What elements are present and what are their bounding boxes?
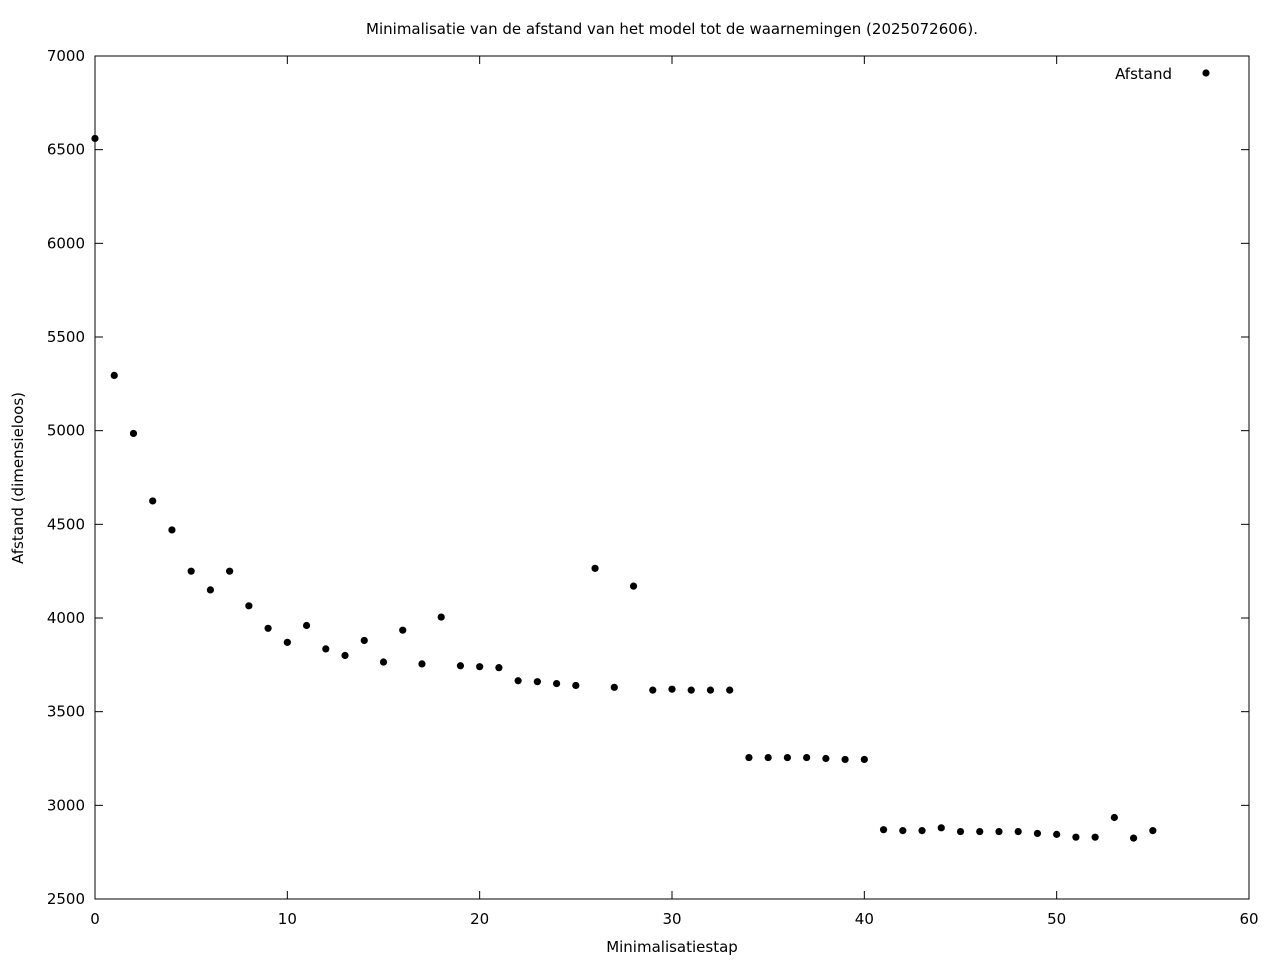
x-tick-label: 40 <box>855 910 874 928</box>
data-point <box>610 683 618 691</box>
data-point <box>822 754 830 763</box>
y-tick-label: 2500 <box>47 890 85 908</box>
data-point <box>976 827 984 836</box>
data-point <box>649 686 657 694</box>
data-point <box>1110 813 1118 822</box>
y-tick-label: 3000 <box>47 796 85 814</box>
data-point <box>91 134 99 143</box>
data-point <box>706 686 715 694</box>
data-point <box>937 824 945 832</box>
data-point <box>129 429 138 438</box>
data-point <box>514 677 522 685</box>
x-axis-ticks: 0 10 20 30 40 50 60 <box>90 56 1259 928</box>
plot-border <box>94 55 1250 900</box>
data-point <box>187 567 195 575</box>
x-axis-label: Minimalisatiestap <box>606 938 738 956</box>
data-point <box>226 567 234 575</box>
data-point <box>995 827 1003 836</box>
data-point <box>1149 827 1157 835</box>
data-point <box>341 651 349 660</box>
data-point <box>918 827 926 835</box>
data-point <box>879 826 888 834</box>
data-point <box>206 586 214 594</box>
data-point <box>264 624 272 632</box>
data-point <box>783 753 792 762</box>
legend: Afstand <box>1115 65 1210 83</box>
data-point <box>360 636 368 645</box>
data-point <box>110 371 118 380</box>
y-tick-label: 7000 <box>47 47 85 65</box>
data-point <box>726 686 734 694</box>
y-axis-label: Afstand (dimensieloos) <box>9 392 27 564</box>
data-point <box>1033 829 1042 838</box>
data-point <box>764 753 772 762</box>
chart-title: Minimalisatie van de afstand van het mod… <box>366 20 978 38</box>
data-point <box>168 526 176 534</box>
data-point <box>572 681 580 690</box>
x-tick-label: 20 <box>470 910 489 928</box>
data-point <box>418 660 426 668</box>
data-point <box>803 753 811 762</box>
y-axis-ticks: 2500 3000 3500 4000 4500 5000 5500 6000 6500 7000 <box>47 47 1249 908</box>
data-point <box>456 662 465 670</box>
legend-label-afstand: Afstand <box>1115 65 1172 83</box>
y-tick-label: 6000 <box>47 234 85 252</box>
data-point <box>841 755 849 764</box>
data-point <box>956 827 965 836</box>
data-point <box>687 686 695 694</box>
data-point <box>745 753 753 762</box>
data-point <box>1053 830 1061 838</box>
data-point <box>245 602 253 610</box>
x-tick-label: 50 <box>1047 910 1066 928</box>
data-point <box>437 613 445 621</box>
data-point <box>149 497 157 505</box>
data-point <box>899 827 907 835</box>
x-tick-label: 60 <box>1239 910 1258 928</box>
data-point <box>495 664 503 672</box>
x-tick-label: 10 <box>278 910 297 928</box>
x-tick-label: 0 <box>90 910 100 928</box>
legend-marker <box>1202 69 1210 77</box>
y-tick-label: 4500 <box>47 515 85 533</box>
data-point <box>322 645 330 653</box>
data-point <box>1014 827 1022 836</box>
x-tick-label: 30 <box>662 910 681 928</box>
data-point <box>629 582 638 590</box>
y-tick-label: 5000 <box>47 422 85 440</box>
data-point <box>860 755 868 764</box>
data-point <box>302 621 311 630</box>
y-tick-label: 5500 <box>47 328 85 346</box>
data-point <box>1072 833 1080 841</box>
data-point <box>283 638 291 646</box>
data-point <box>553 679 561 688</box>
data-points <box>91 134 1157 842</box>
plot-frame <box>94 55 1250 900</box>
data-point <box>533 678 541 686</box>
data-point <box>1130 834 1138 842</box>
y-tick-label: 6500 <box>47 141 85 159</box>
data-point <box>591 564 599 572</box>
y-tick-label: 4000 <box>47 609 85 627</box>
data-point <box>379 658 388 666</box>
y-tick-label: 3500 <box>47 703 85 721</box>
data-point <box>476 663 484 671</box>
data-point <box>668 685 676 693</box>
data-point <box>1091 833 1099 841</box>
data-point <box>399 626 407 634</box>
